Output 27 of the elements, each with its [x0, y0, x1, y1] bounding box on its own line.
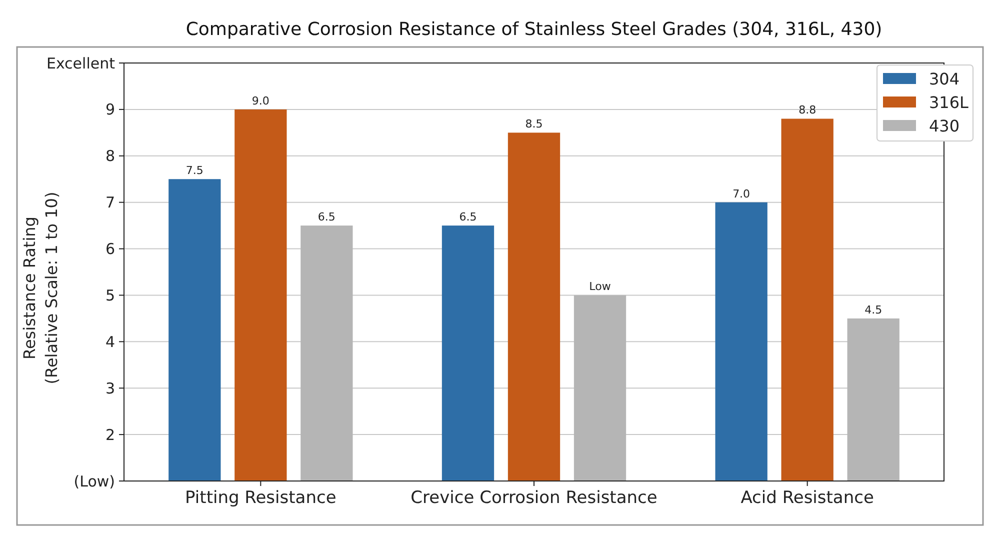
- data-label: 4.5: [864, 303, 882, 316]
- data-label: 6.5: [318, 210, 336, 224]
- legend-label: 316L: [929, 93, 969, 112]
- data-label: 6.5: [459, 210, 477, 224]
- legend-label: 430: [929, 116, 960, 136]
- y-tick-label: (Low): [74, 472, 115, 490]
- y-tick-label: 4: [105, 332, 115, 351]
- y-axis-title: Resistance Rating (Relative Scale: 1 to 10): [20, 192, 61, 384]
- data-label: 7.5: [186, 164, 204, 178]
- y-tick-label: 6: [105, 240, 115, 258]
- x-tick-label: Crevice Corrosion Resistance: [410, 488, 658, 508]
- data-label: 7.0: [732, 187, 750, 200]
- x-tick-label: Acid Resistance: [740, 488, 874, 508]
- data-label: 8.8: [798, 104, 816, 117]
- y-tick-label: 7: [105, 194, 115, 212]
- data-label: 8.5: [525, 118, 543, 131]
- y-tick-label: 5: [105, 286, 115, 304]
- legend-label: 304: [929, 70, 960, 89]
- y-tick-label: 2: [105, 426, 115, 444]
- chart-title: Comparative Corrosion Resistance of Stainless Steel Grades (304, 316L, 430): [186, 19, 882, 40]
- y-tick-label: 9: [105, 100, 115, 119]
- y-tick-label: 3: [105, 379, 115, 398]
- data-label: 9.0: [252, 94, 270, 108]
- x-tick-label: Pitting Resistance: [185, 488, 336, 508]
- y-tick-label: Excellent: [46, 54, 116, 72]
- data-label: Low: [589, 280, 611, 294]
- y-tick-label: 8: [105, 147, 115, 166]
